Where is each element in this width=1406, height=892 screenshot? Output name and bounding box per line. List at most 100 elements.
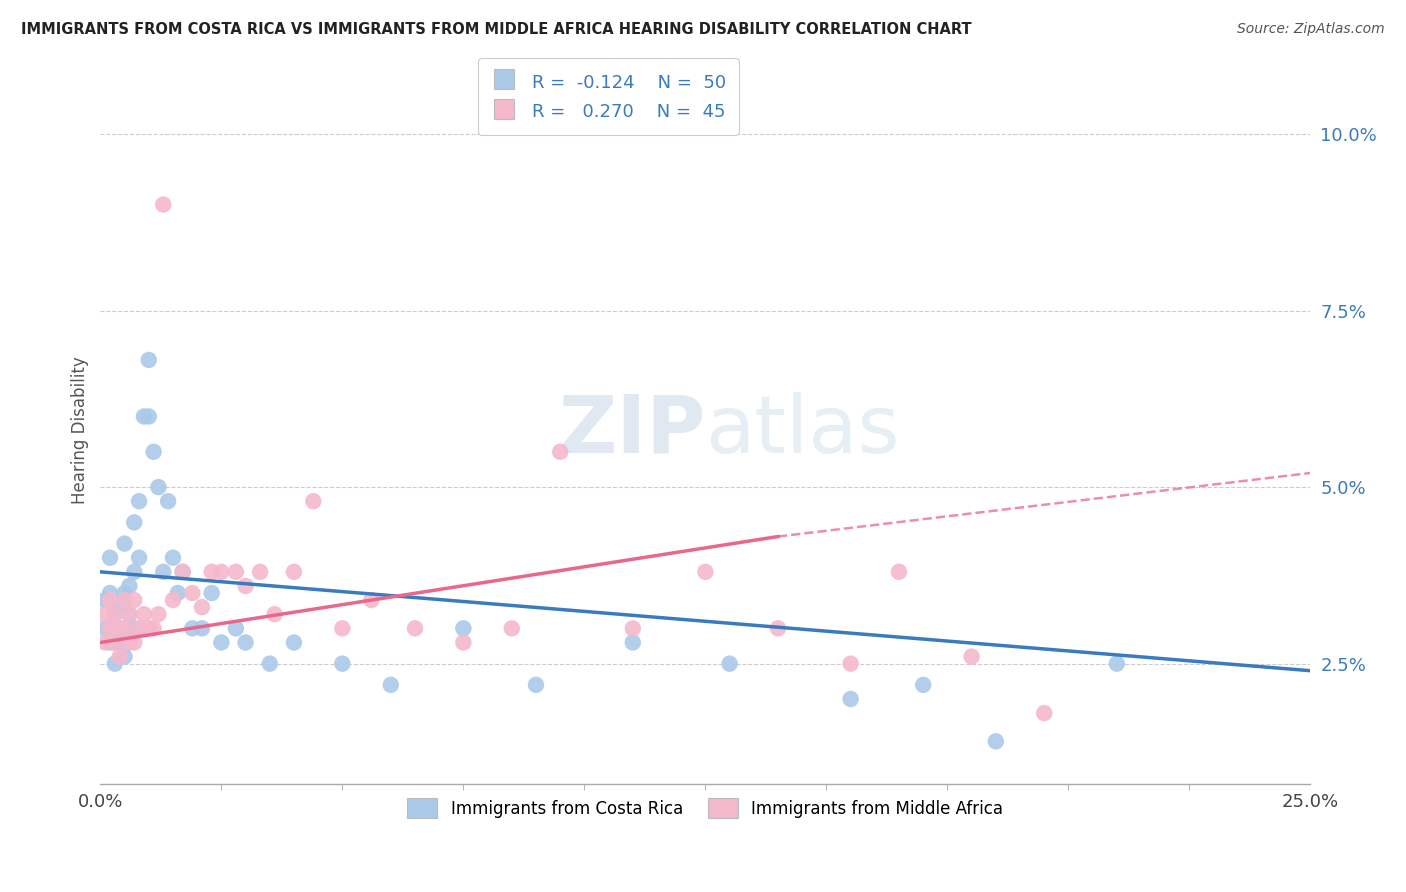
Point [887,565,910,579]
Point [118,635,141,649]
Text: Source: ZipAtlas.com: Source: ZipAtlas.com [1237,22,1385,37]
Point [128,494,150,508]
Point [501,621,523,635]
Point [114,621,136,635]
Point [191,600,214,615]
Point [98,550,121,565]
Point [259,657,281,671]
Point [152,197,174,211]
Point [209,565,232,579]
Point [152,565,174,579]
Point [181,621,204,635]
Point [122,635,145,649]
Point [148,607,170,622]
Point [225,565,247,579]
Point [118,579,141,593]
Point [104,607,127,622]
Point [1105,657,1128,671]
Point [263,607,285,622]
Point [114,621,136,635]
Point [98,586,121,600]
Legend: Immigrants from Costa Rica, Immigrants from Middle Africa: Immigrants from Costa Rica, Immigrants f… [401,791,1010,825]
Point [108,621,131,635]
Point [235,579,257,593]
Point [108,649,131,664]
Point [960,649,983,664]
Point [138,353,160,368]
Point [108,621,131,635]
Point [380,678,402,692]
Point [114,649,136,664]
Point [128,550,150,565]
Point [283,635,305,649]
Point [201,565,224,579]
Point [302,494,325,508]
Text: ZIP: ZIP [558,392,706,469]
Point [766,621,789,635]
Point [360,593,382,607]
Point [404,621,426,635]
Point [128,621,150,635]
Point [1033,706,1056,720]
Point [142,621,165,635]
Point [453,621,475,635]
Point [122,516,145,530]
Point [132,607,155,622]
Point [122,593,145,607]
Point [98,635,121,649]
Point [142,444,165,458]
Point [283,565,305,579]
Text: IMMIGRANTS FROM COSTA RICA VS IMMIGRANTS FROM MIDDLE AFRICA HEARING DISABILITY C: IMMIGRANTS FROM COSTA RICA VS IMMIGRANTS… [21,22,972,37]
Point [148,480,170,494]
Point [114,536,136,550]
Point [235,635,257,649]
Point [94,635,117,649]
Point [132,409,155,424]
Point [839,692,862,706]
Point [524,678,547,692]
Point [453,635,475,649]
Point [157,494,180,508]
Point [225,621,247,635]
Point [122,621,145,635]
Point [98,593,121,607]
Point [114,593,136,607]
Point [104,607,127,622]
Point [249,565,271,579]
Point [94,621,117,635]
Point [98,621,121,635]
Point [104,635,127,649]
Point [191,621,214,635]
Point [332,657,354,671]
Point [912,678,935,692]
Point [621,635,644,649]
Point [162,593,184,607]
Point [94,607,117,622]
Point [984,734,1007,748]
Point [118,607,141,622]
Point [209,635,232,649]
Point [118,607,141,622]
Point [108,600,131,615]
Point [104,635,127,649]
Point [114,586,136,600]
Point [162,550,184,565]
Point [122,565,145,579]
Point [138,621,160,635]
Point [621,621,644,635]
Point [94,593,117,607]
Point [138,409,160,424]
Point [548,444,571,458]
Point [718,657,741,671]
Point [695,565,717,579]
Point [172,565,194,579]
Point [104,657,127,671]
Point [839,657,862,671]
Point [166,586,188,600]
Point [201,586,224,600]
Y-axis label: Hearing Disability: Hearing Disability [72,357,89,505]
Point [172,565,194,579]
Point [108,635,131,649]
Text: atlas: atlas [706,392,900,469]
Point [332,621,354,635]
